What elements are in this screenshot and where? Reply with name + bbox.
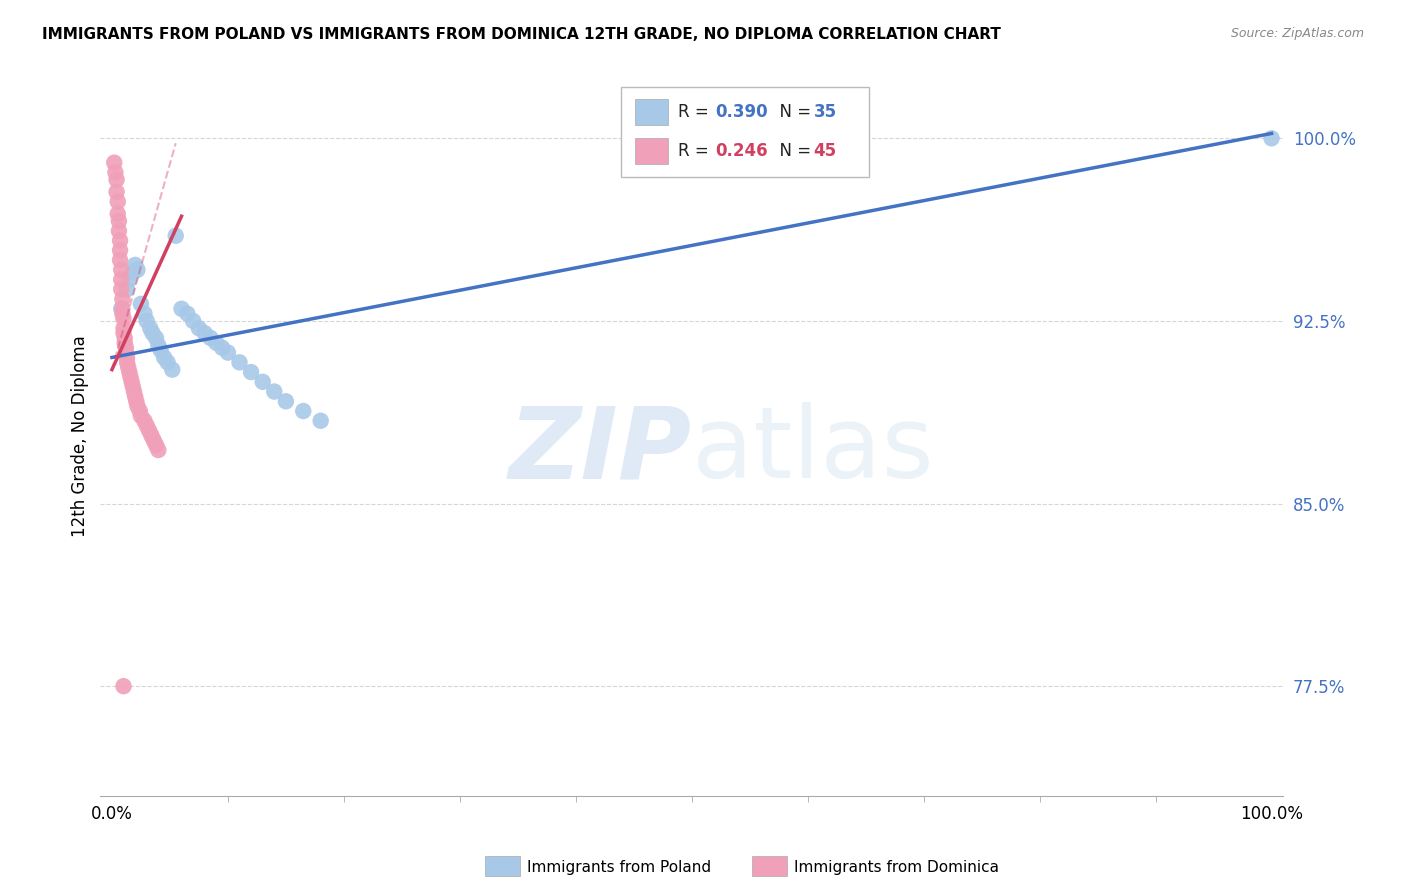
Text: N =: N = <box>769 103 815 121</box>
Point <box>148 338 170 352</box>
Point <box>110 282 132 296</box>
Point <box>145 438 167 452</box>
Text: 35: 35 <box>814 103 837 121</box>
Point <box>263 384 285 399</box>
Point <box>124 258 146 272</box>
Point <box>104 165 127 179</box>
Point <box>127 399 149 413</box>
Point <box>114 331 136 345</box>
Text: 45: 45 <box>814 143 837 161</box>
Point <box>127 262 149 277</box>
Point <box>128 404 150 418</box>
Text: Immigrants from Poland: Immigrants from Poland <box>527 860 711 874</box>
Text: N =: N = <box>769 143 815 161</box>
Point <box>115 355 138 369</box>
Point <box>211 341 233 355</box>
Text: R =: R = <box>678 143 714 161</box>
Point <box>129 409 152 423</box>
Point <box>165 228 187 243</box>
Point <box>129 297 152 311</box>
Text: ZIP: ZIP <box>509 402 692 500</box>
FancyBboxPatch shape <box>636 99 668 125</box>
Point <box>108 214 131 228</box>
Point <box>240 365 263 379</box>
Point <box>108 253 131 268</box>
Text: 0.246: 0.246 <box>716 143 768 161</box>
Point <box>107 207 129 221</box>
Point <box>121 375 143 389</box>
Point <box>124 389 146 403</box>
Point <box>118 365 141 379</box>
Point <box>138 424 160 438</box>
Point <box>111 292 134 306</box>
Point <box>107 194 129 209</box>
Point <box>187 321 209 335</box>
Text: Source: ZipAtlas.com: Source: ZipAtlas.com <box>1230 27 1364 40</box>
Point <box>110 272 132 286</box>
Point <box>103 155 125 169</box>
Point <box>115 282 138 296</box>
Y-axis label: 12th Grade, No Diploma: 12th Grade, No Diploma <box>72 335 89 538</box>
Point <box>108 244 131 258</box>
Point <box>117 360 139 375</box>
Text: Immigrants from Dominica: Immigrants from Dominica <box>794 860 1000 874</box>
Point <box>194 326 217 340</box>
Point <box>114 335 136 350</box>
Point <box>1260 131 1282 145</box>
Point <box>228 355 250 369</box>
Point <box>145 331 167 345</box>
Point <box>121 265 143 279</box>
Point <box>217 345 239 359</box>
FancyBboxPatch shape <box>621 87 869 177</box>
Text: 0.390: 0.390 <box>716 103 768 121</box>
Point <box>105 172 128 186</box>
Point <box>205 335 228 350</box>
Point <box>134 307 156 321</box>
Text: R =: R = <box>678 103 714 121</box>
Point <box>274 394 297 409</box>
Point <box>120 370 142 384</box>
Text: IMMIGRANTS FROM POLAND VS IMMIGRANTS FROM DOMINICA 12TH GRADE, NO DIPLOMA CORREL: IMMIGRANTS FROM POLAND VS IMMIGRANTS FRO… <box>42 27 1001 42</box>
Point <box>110 301 132 316</box>
Point <box>162 362 184 376</box>
Text: atlas: atlas <box>692 402 934 500</box>
Point <box>112 326 135 340</box>
Point <box>141 326 163 340</box>
Point <box>170 301 193 316</box>
Point <box>153 351 176 365</box>
FancyBboxPatch shape <box>636 138 668 164</box>
Point <box>148 442 170 457</box>
Point <box>105 185 128 199</box>
Point <box>200 331 222 345</box>
Point <box>111 307 134 321</box>
Point <box>112 311 135 326</box>
Point <box>181 314 204 328</box>
Point <box>134 414 156 428</box>
Point <box>149 343 172 358</box>
Point <box>111 301 134 316</box>
Point <box>115 351 138 365</box>
Point <box>110 262 132 277</box>
Point <box>292 404 315 418</box>
Point <box>252 375 274 389</box>
Point <box>118 272 141 286</box>
Point <box>108 234 131 248</box>
Point <box>115 341 138 355</box>
Point <box>135 314 157 328</box>
Point <box>139 321 162 335</box>
Point <box>309 414 332 428</box>
Point <box>156 355 179 369</box>
Point <box>122 384 145 399</box>
Point <box>112 679 135 693</box>
Point <box>121 379 143 393</box>
Point <box>176 307 198 321</box>
Point <box>115 345 138 359</box>
Point <box>108 224 131 238</box>
Point <box>135 418 157 433</box>
Point <box>112 321 135 335</box>
Point <box>141 428 163 442</box>
Point <box>142 434 165 448</box>
Point <box>125 394 148 409</box>
